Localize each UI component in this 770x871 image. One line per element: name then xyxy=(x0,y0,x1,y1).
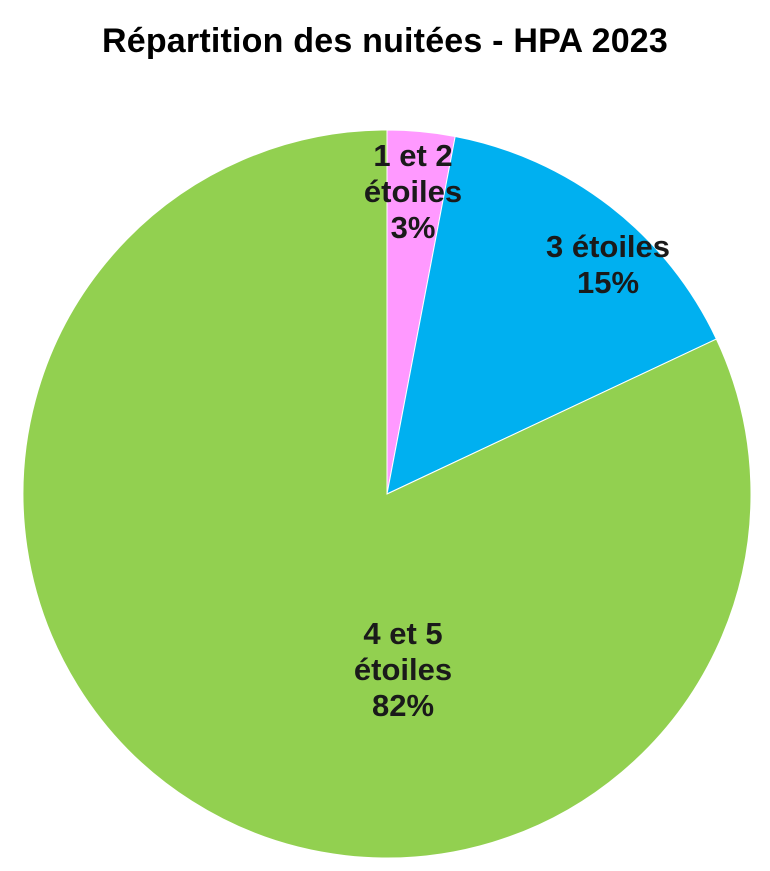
pie-labels: 1 et 2 étoiles 3%3 étoiles 15%4 et 5 étoiles… xyxy=(354,138,670,723)
slice-label-line: 82% xyxy=(372,688,434,723)
pie-slice-3 xyxy=(22,129,752,859)
pie-slice-2 xyxy=(386,135,718,495)
pie-slices xyxy=(22,129,752,859)
slice-label-line: 4 et 5 xyxy=(363,616,442,651)
chart-title: Répartition des nuitées - HPA 2023 xyxy=(101,22,669,60)
slice-label-1: 1 et 2 étoiles 3% xyxy=(364,138,462,245)
slice-label-line: étoiles xyxy=(364,174,462,209)
slice-label-line: 1 et 2 xyxy=(373,138,452,173)
slice-label-line: 3% xyxy=(391,210,436,245)
slice-label-3: 4 et 5 étoiles 82% xyxy=(354,616,452,723)
slice-label-line: 15% xyxy=(577,265,639,300)
slice-label-2: 3 étoiles 15% xyxy=(546,229,670,300)
slice-label-line: 3 étoiles xyxy=(546,229,670,264)
slice-label-line: étoiles xyxy=(354,652,452,687)
